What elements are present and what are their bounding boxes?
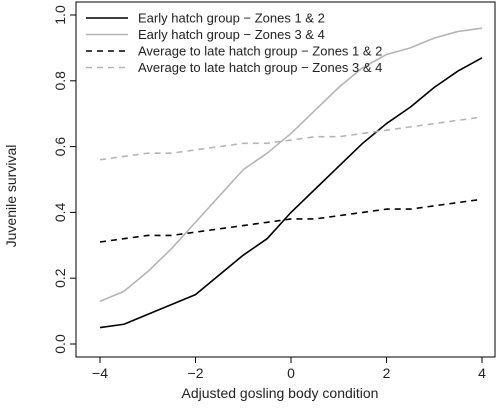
y-tick-label: 0.2: [52, 268, 68, 288]
x-axis: −4 −2 0 2 4: [92, 357, 486, 381]
y-axis-label: Juvenile survival: [3, 145, 19, 248]
x-tick-label: −2: [188, 365, 204, 381]
y-tick-label: 0.6: [52, 137, 68, 157]
legend-label: Average to late hatch group − Zones 1 & …: [138, 44, 382, 59]
series-line-4: [99, 116, 483, 161]
y-tick-label: 0.8: [52, 71, 68, 91]
x-tick-label: 4: [478, 365, 486, 381]
legend-label: Early hatch group − Zones 3 & 4: [138, 27, 325, 42]
y-axis: 0.0 0.2 0.4 0.6 0.8 1.0: [52, 5, 76, 354]
series-line-1: [99, 57, 483, 329]
series-line-2: [99, 27, 483, 302]
x-tick-label: −4: [92, 365, 108, 381]
x-tick-label: 0: [287, 365, 295, 381]
x-axis-label: Adjusted gosling body condition: [182, 385, 379, 401]
plot-frame: [75, 1, 496, 358]
y-tick-label: 1.0: [52, 5, 68, 25]
legend-label: Average to late hatch group − Zones 3 & …: [138, 60, 382, 75]
plot-area: [75, 1, 496, 358]
series-lines: [99, 27, 483, 329]
series-line-3: [99, 198, 483, 243]
y-tick-label: 0.0: [52, 334, 68, 354]
legend-label: Early hatch group − Zones 1 & 2: [138, 11, 325, 26]
x-tick-label: 2: [383, 365, 391, 381]
y-tick-label: 0.4: [52, 202, 68, 222]
